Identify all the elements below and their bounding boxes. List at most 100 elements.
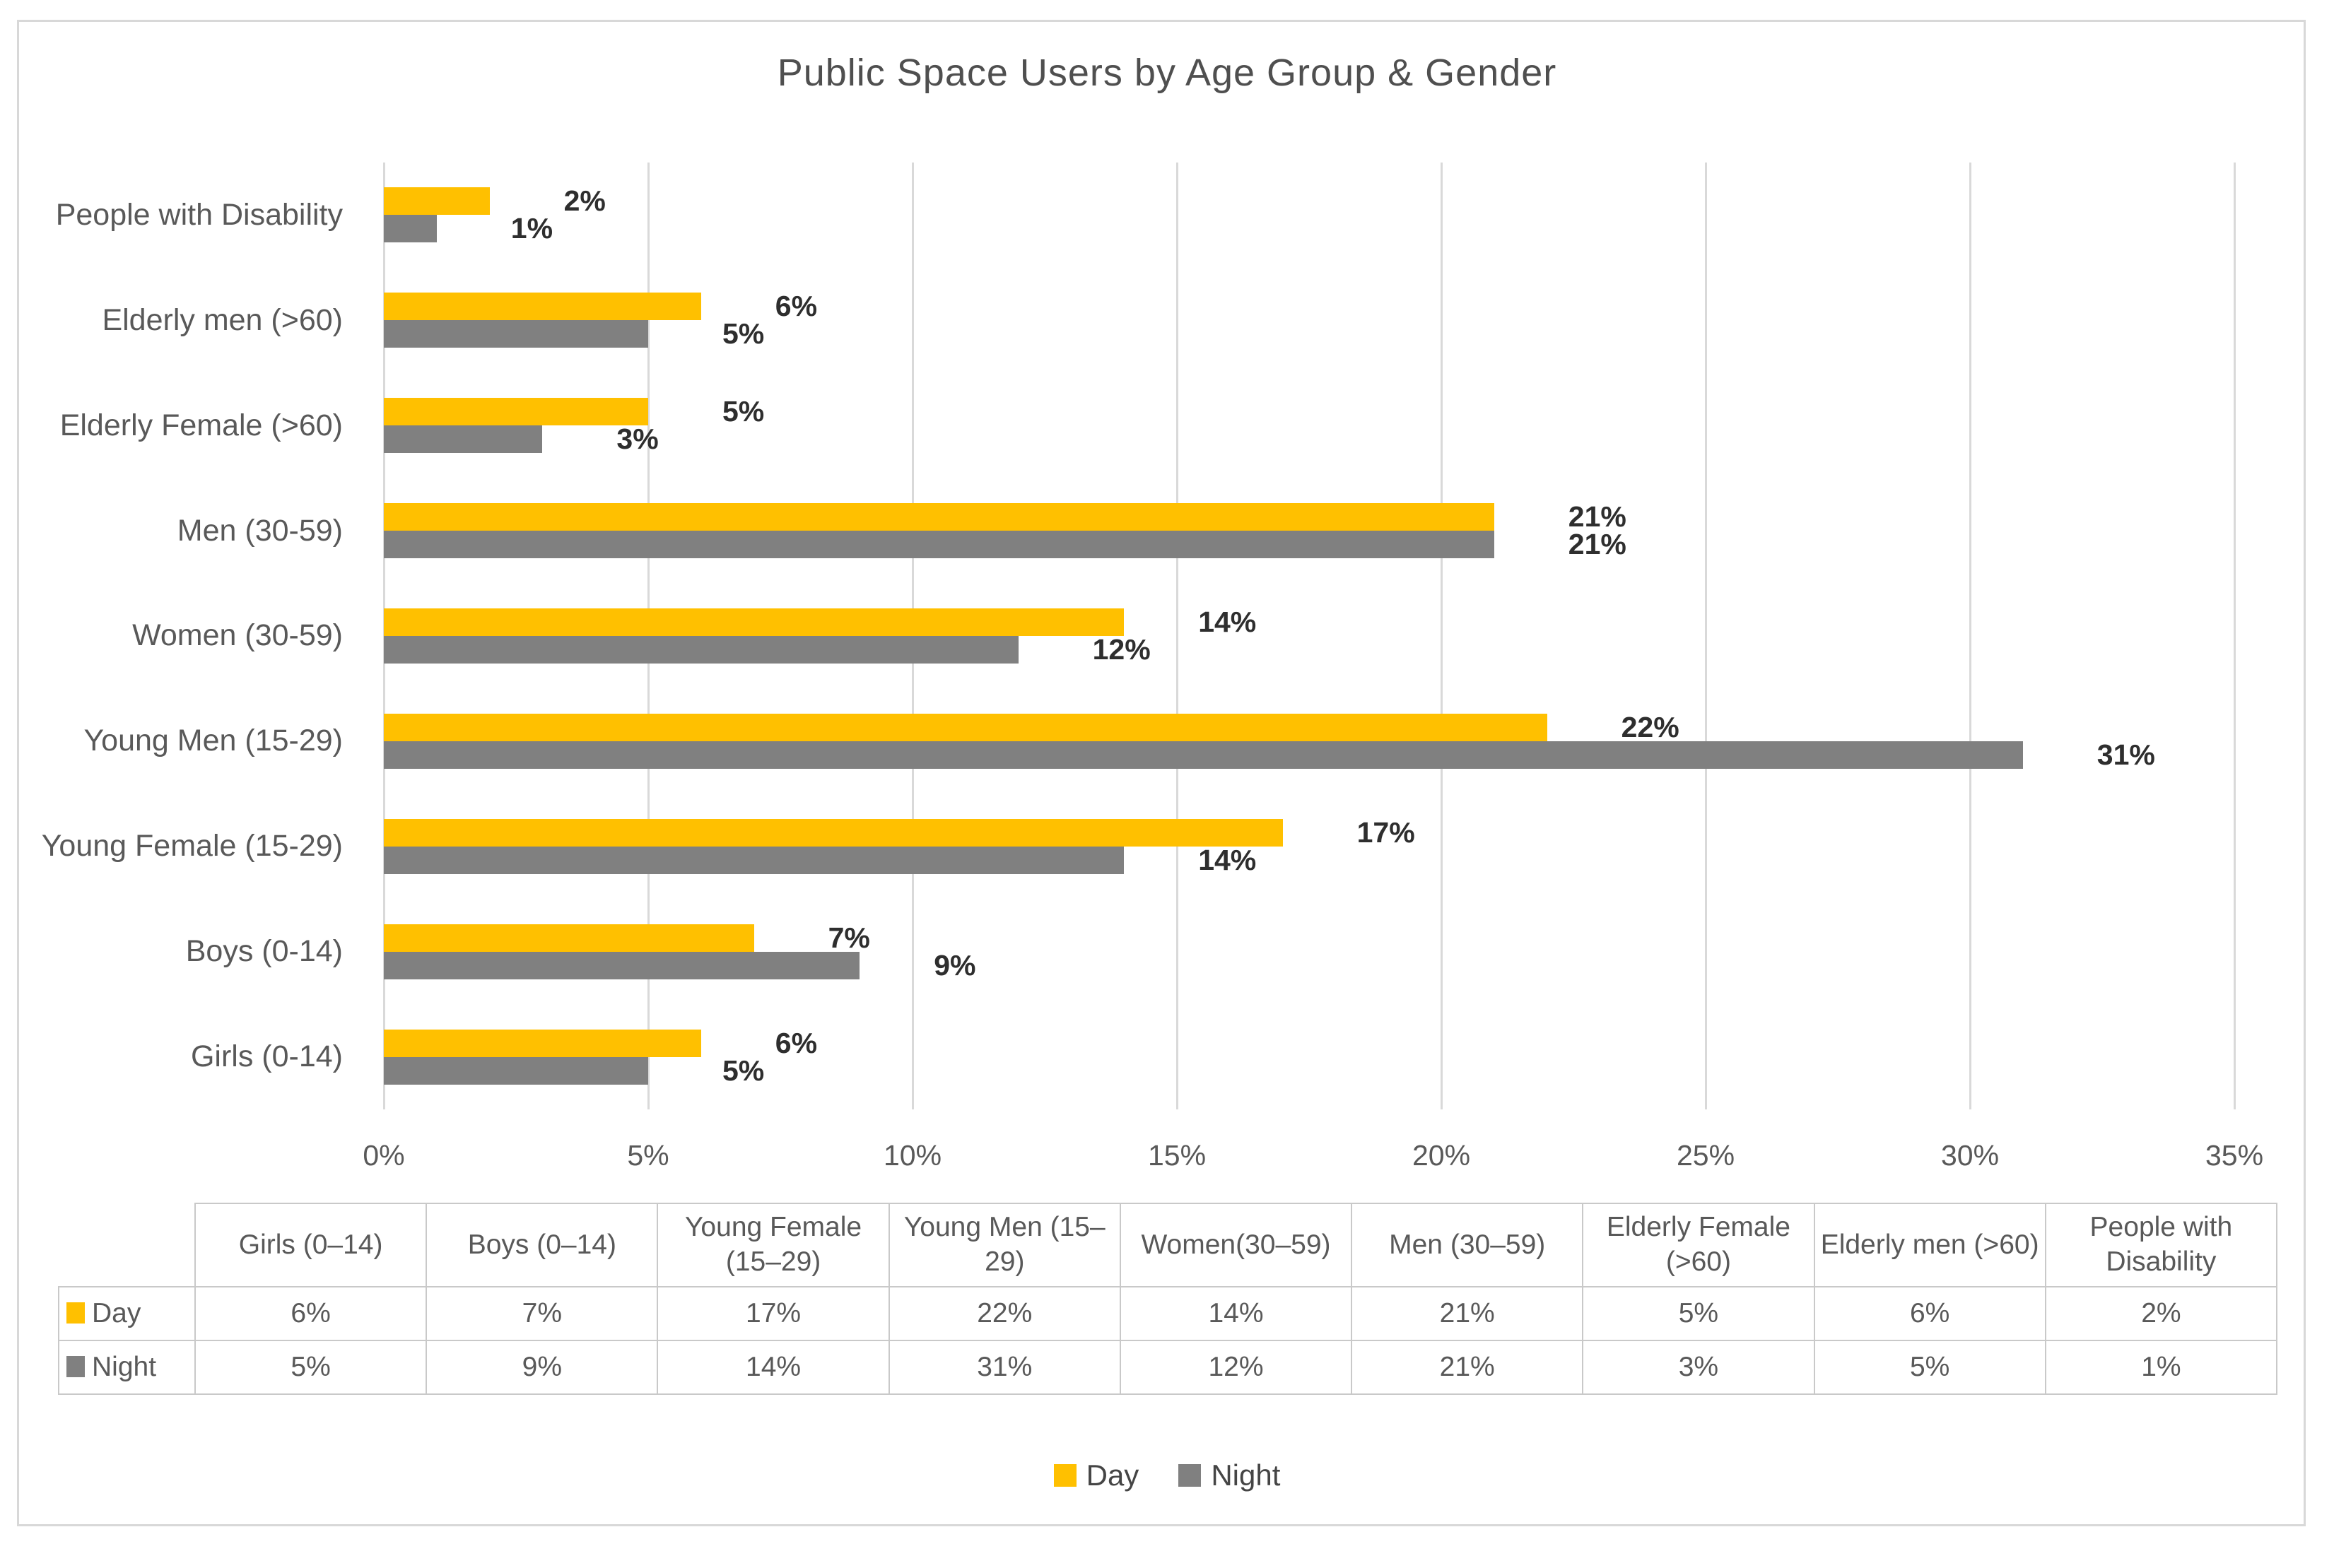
category-label: Elderly men (>60) bbox=[102, 302, 343, 337]
night-value-label: 12% bbox=[1092, 633, 1151, 666]
night-bar bbox=[384, 741, 2023, 769]
table-header-cell: Men (30–59) bbox=[1351, 1203, 1584, 1287]
table-value-cell: 31% bbox=[888, 1340, 1121, 1395]
table-value-cell: 5% bbox=[1582, 1286, 1815, 1341]
series-key-icon bbox=[66, 1302, 85, 1324]
table-value-cell: 1% bbox=[2044, 1340, 2278, 1395]
table-header-cell: Women(30–59) bbox=[1119, 1203, 1353, 1287]
day-value-label: 2% bbox=[563, 184, 606, 218]
series-key-icon bbox=[66, 1355, 85, 1377]
day-bar bbox=[384, 608, 1125, 636]
night-bar bbox=[384, 531, 1494, 559]
table-row: Day 6% 7% 17% 22% 14% 21% 5% 6% 2% bbox=[58, 1286, 2278, 1341]
category-label: Young Men (15-29) bbox=[83, 724, 343, 758]
legend-swatch-icon bbox=[1178, 1464, 1202, 1487]
day-value-label: 17% bbox=[1356, 815, 1415, 849]
category-label: Young Female (15-29) bbox=[41, 829, 343, 863]
legend-item-day: Day bbox=[1053, 1458, 1139, 1492]
table-header-cell: Elderly Female (>60) bbox=[1582, 1203, 1815, 1287]
legend-label: Day bbox=[1086, 1458, 1139, 1492]
chart-legend: Day Night bbox=[0, 1453, 2334, 1498]
table-header-cell: People with Disability bbox=[2044, 1203, 2278, 1287]
table-value-cell: 6% bbox=[1813, 1286, 2046, 1341]
x-tick-label: 5% bbox=[627, 1139, 669, 1172]
night-bar bbox=[384, 846, 1125, 874]
night-value-label: 31% bbox=[2097, 738, 2155, 771]
night-value-label: 3% bbox=[616, 423, 659, 456]
table-header-cell: Young Men (15–29) bbox=[888, 1203, 1121, 1287]
category-label: Women (30-59) bbox=[132, 618, 343, 653]
category-label: Elderly Female (>60) bbox=[59, 408, 343, 442]
x-tick-label: 10% bbox=[883, 1139, 942, 1172]
table-value-cell: 7% bbox=[426, 1286, 659, 1341]
night-value-label: 5% bbox=[722, 1054, 765, 1087]
x-tick-label: 0% bbox=[363, 1139, 405, 1172]
category-label: Girls (0-14) bbox=[190, 1039, 343, 1074]
x-tick-label: 35% bbox=[2205, 1139, 2264, 1172]
x-tick-label: 30% bbox=[1940, 1139, 2000, 1172]
gridline bbox=[1176, 163, 1178, 1109]
day-bar bbox=[384, 503, 1494, 531]
table-value-cell: 6% bbox=[194, 1286, 428, 1341]
table-row: Night 5% 9% 14% 31% 12% 21% 3% 5% 1% bbox=[58, 1340, 2278, 1395]
table-header-cell: Elderly men (>60) bbox=[1813, 1203, 2046, 1287]
night-bar bbox=[384, 636, 1019, 664]
category-label: People with Disability bbox=[55, 197, 343, 232]
table-value-cell: 14% bbox=[657, 1340, 890, 1395]
day-bar bbox=[384, 187, 490, 216]
table-value-cell: 5% bbox=[194, 1340, 428, 1395]
table-value-cell: 2% bbox=[2044, 1286, 2278, 1341]
day-bar bbox=[384, 398, 648, 426]
day-value-label: 7% bbox=[828, 921, 870, 954]
day-value-label: 6% bbox=[775, 290, 818, 323]
day-value-label: 21% bbox=[1568, 500, 1626, 534]
x-tick-label: 15% bbox=[1147, 1139, 1207, 1172]
day-value-label: 5% bbox=[722, 395, 765, 428]
table-value-cell: 5% bbox=[1813, 1340, 2046, 1395]
figure-border bbox=[17, 20, 2306, 1526]
table-series-label: Night bbox=[58, 1340, 196, 1395]
night-value-label: 9% bbox=[934, 948, 976, 982]
day-bar bbox=[384, 1029, 701, 1057]
table-value-cell: 22% bbox=[888, 1286, 1121, 1341]
category-label: Men (30-59) bbox=[177, 513, 343, 548]
day-value-label: 14% bbox=[1198, 606, 1257, 638]
x-tick-label: 20% bbox=[1412, 1139, 1471, 1172]
day-value-label: 22% bbox=[1621, 710, 1679, 743]
night-bar bbox=[384, 1056, 648, 1085]
table-value-cell: 14% bbox=[1119, 1286, 1353, 1341]
day-value-label: 6% bbox=[775, 1026, 818, 1059]
data-table: Girls (0–14) Boys (0–14) Young Female (15–… bbox=[58, 1203, 2278, 1395]
legend-label: Night bbox=[1211, 1458, 1281, 1492]
gridline bbox=[1969, 163, 1971, 1109]
day-bar bbox=[384, 818, 1283, 847]
table-value-cell: 17% bbox=[657, 1286, 890, 1341]
day-bar bbox=[384, 713, 1547, 741]
gridline bbox=[1705, 163, 1707, 1109]
gridline bbox=[1441, 163, 1443, 1109]
table-value-cell: 12% bbox=[1119, 1340, 1353, 1395]
night-bar bbox=[384, 215, 437, 243]
table-value-cell: 3% bbox=[1582, 1340, 1815, 1395]
night-value-label: 21% bbox=[1568, 528, 1626, 561]
night-bar bbox=[384, 951, 860, 979]
legend-item-night: Night bbox=[1178, 1458, 1280, 1492]
night-value-label: 1% bbox=[510, 212, 553, 245]
x-tick-label: 25% bbox=[1676, 1139, 1735, 1172]
table-corner-cell bbox=[59, 1203, 195, 1287]
gridline bbox=[2234, 163, 2236, 1109]
table-header-cell: Young Female (15–29) bbox=[657, 1203, 890, 1287]
chart-title: Public Space Users by Age Group & Gender bbox=[777, 52, 1557, 94]
night-value-label: 14% bbox=[1198, 843, 1257, 876]
night-bar bbox=[384, 320, 648, 348]
table-header-cell: Girls (0–14) bbox=[194, 1203, 428, 1287]
day-bar bbox=[384, 293, 701, 321]
table-header-cell: Boys (0–14) bbox=[426, 1203, 659, 1287]
table-value-cell: 21% bbox=[1351, 1286, 1584, 1341]
day-bar bbox=[384, 924, 754, 952]
table-value-cell: 21% bbox=[1351, 1340, 1584, 1395]
table-value-cell: 9% bbox=[426, 1340, 659, 1395]
category-label: Boys (0-14) bbox=[185, 934, 343, 969]
night-value-label: 5% bbox=[722, 317, 765, 350]
